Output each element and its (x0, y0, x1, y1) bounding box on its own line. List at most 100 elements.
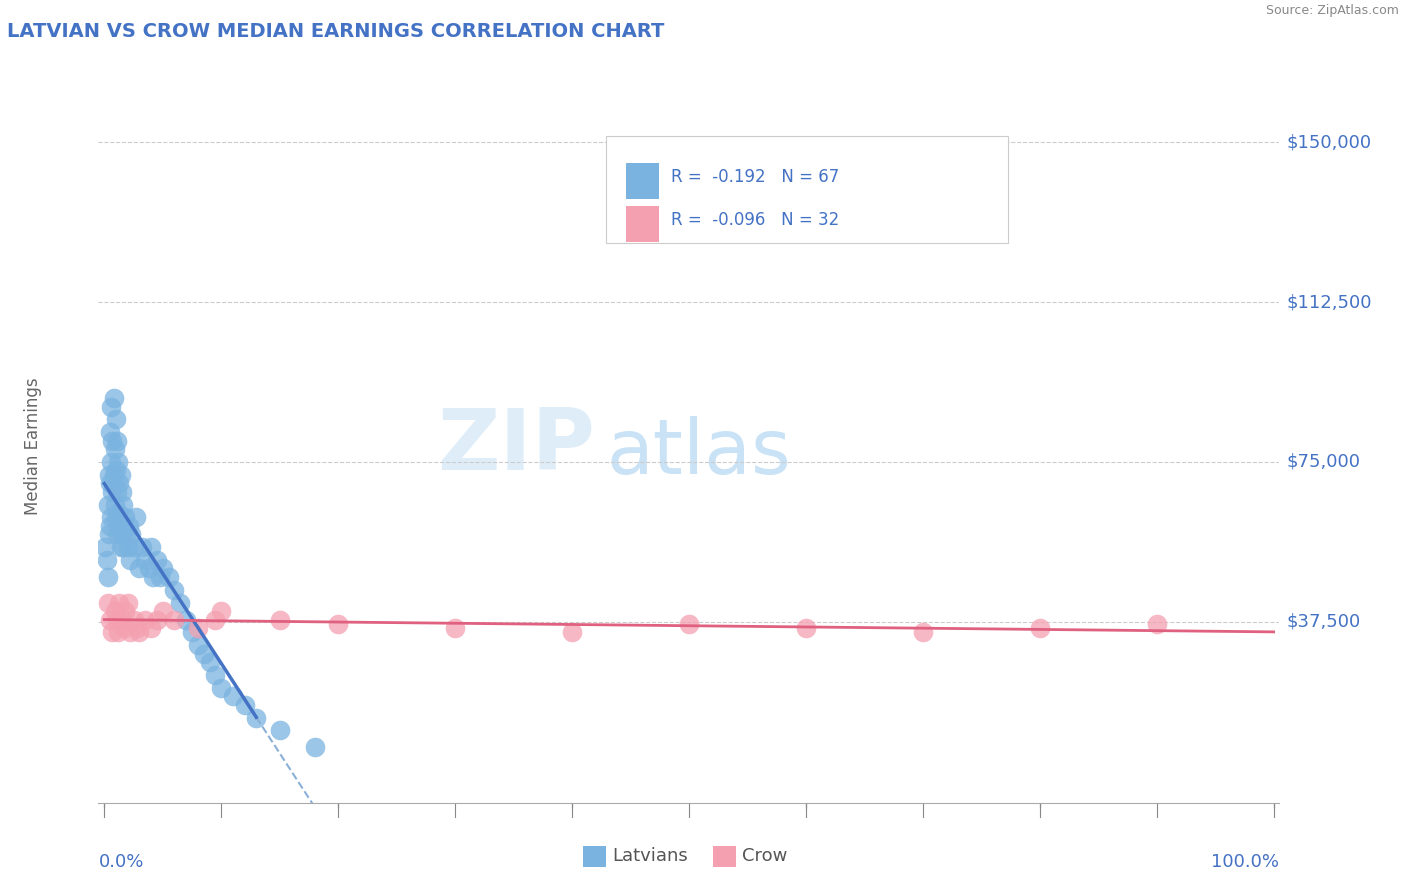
Point (269, 613, 291, 627)
Point (105, 484, 128, 499)
Point (105, 434, 128, 448)
Text: Crow: Crow (742, 847, 787, 865)
Point (120, 527, 142, 541)
Point (304, 740, 326, 755)
Point (97, 596, 120, 610)
Point (100, 455, 122, 469)
Text: Latvians: Latvians (612, 847, 688, 865)
Point (125, 621, 148, 635)
Point (97, 570, 120, 584)
Point (204, 613, 226, 627)
Text: $150,000: $150,000 (1286, 134, 1372, 152)
Point (94, 540, 117, 554)
Point (138, 561, 160, 575)
Point (104, 463, 127, 477)
Point (157, 570, 180, 584)
FancyBboxPatch shape (606, 136, 1008, 243)
Point (163, 613, 186, 627)
Point (134, 553, 156, 567)
Point (117, 540, 139, 554)
Point (101, 434, 124, 448)
Point (209, 681, 232, 695)
Point (112, 519, 135, 533)
Bar (582, 846, 606, 867)
Point (181, 625, 204, 640)
Point (110, 540, 132, 554)
Point (269, 723, 291, 738)
Text: $112,500: $112,500 (1286, 293, 1372, 311)
Point (111, 613, 134, 627)
Text: 100.0%: 100.0% (1212, 853, 1279, 871)
Point (110, 467, 132, 482)
Point (117, 596, 139, 610)
Point (98, 519, 121, 533)
Point (98, 476, 121, 491)
Point (122, 540, 145, 554)
Point (100, 400, 122, 414)
Point (222, 690, 245, 704)
Point (131, 540, 153, 554)
Text: ZIP: ZIP (437, 404, 595, 488)
Point (111, 484, 134, 499)
Point (911, 625, 934, 640)
Point (97, 527, 120, 541)
Point (104, 510, 127, 524)
Point (105, 527, 128, 541)
Point (561, 625, 583, 640)
Point (163, 582, 186, 597)
Point (1146, 616, 1168, 631)
Point (107, 625, 129, 640)
Point (98, 613, 121, 627)
Text: $37,500: $37,500 (1286, 613, 1361, 631)
Point (187, 621, 209, 635)
Point (198, 655, 221, 669)
Point (107, 506, 129, 520)
Point (118, 553, 141, 567)
Point (233, 698, 256, 712)
Point (128, 561, 150, 575)
Point (139, 621, 162, 635)
Point (104, 604, 127, 618)
Point (100, 510, 122, 524)
Bar (713, 846, 737, 867)
Point (108, 519, 131, 533)
Point (108, 476, 131, 491)
Point (152, 561, 174, 575)
Point (111, 498, 134, 512)
Point (114, 510, 136, 524)
Point (104, 412, 127, 426)
Point (104, 498, 127, 512)
Point (112, 621, 135, 635)
Point (1029, 621, 1052, 635)
Point (114, 604, 136, 618)
Point (111, 527, 134, 541)
Point (245, 710, 267, 724)
Point (101, 625, 124, 640)
Text: 0.0%: 0.0% (98, 853, 143, 871)
Text: LATVIAN VS CROW MEDIAN EARNINGS CORRELATION CHART: LATVIAN VS CROW MEDIAN EARNINGS CORRELAT… (7, 22, 665, 41)
Point (149, 570, 172, 584)
Point (326, 616, 349, 631)
Point (794, 621, 817, 635)
Point (96, 553, 118, 567)
Point (97, 498, 120, 512)
Point (101, 484, 124, 499)
Point (107, 455, 129, 469)
Point (122, 613, 145, 627)
Point (98, 425, 121, 439)
Bar (626, 163, 659, 199)
Point (118, 625, 141, 640)
Point (134, 613, 156, 627)
Point (678, 616, 700, 631)
Point (146, 553, 169, 567)
Point (204, 668, 226, 682)
Point (103, 467, 125, 482)
Text: R =  -0.192   N = 67: R = -0.192 N = 67 (671, 168, 839, 186)
Point (115, 527, 138, 541)
Point (187, 638, 209, 652)
Point (146, 613, 169, 627)
Text: $75,000: $75,000 (1286, 453, 1361, 471)
Point (444, 621, 467, 635)
Point (103, 391, 125, 405)
Point (128, 625, 150, 640)
